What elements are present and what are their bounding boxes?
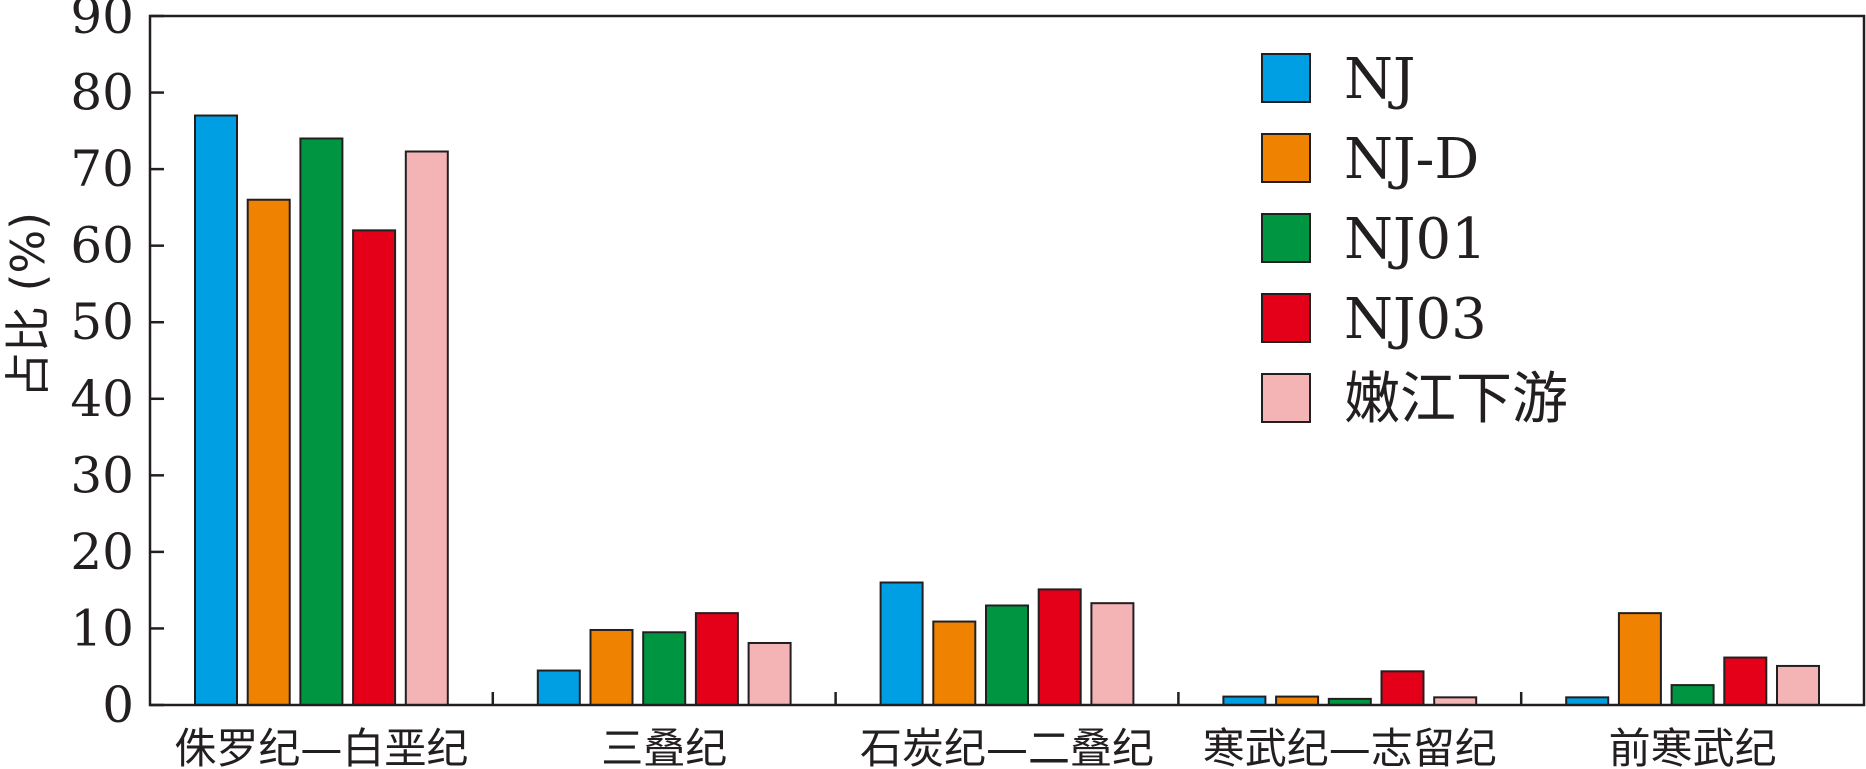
bar-NJ: [536, 669, 581, 706]
bar-嫩江下游: [747, 641, 792, 706]
y-tick-label: 40: [70, 370, 134, 428]
legend-swatch: [1261, 373, 1311, 423]
bar-NJ01: [299, 137, 344, 706]
legend-swatch: [1261, 293, 1311, 343]
bar-嫩江下游: [1090, 602, 1135, 706]
bar-NJ01: [642, 631, 687, 706]
legend-label: 嫩江下游: [1344, 367, 1568, 432]
bar-NJ03: [694, 612, 739, 707]
bar-NJ03: [352, 229, 397, 706]
y-tick-label: 20: [70, 523, 134, 581]
plot-frame: [148, 14, 1866, 707]
category-label: 石炭纪—二叠纪: [860, 724, 1154, 769]
legend-label: NJ03: [1344, 287, 1487, 352]
category-labels: 侏罗纪—白垩纪 三叠纪 石炭纪—二叠纪 寒武纪—志留纪 前寒武纪: [174, 724, 1776, 769]
y-tick-label: 50: [70, 293, 134, 351]
bar-NJ03: [1380, 670, 1425, 706]
legend: NJ NJ-D NJ01 NJ03 嫩江下游: [1261, 47, 1568, 432]
y-axis-title: 占比 (%): [1, 212, 55, 398]
bar-NJ-D: [589, 628, 634, 707]
category-label: 寒武纪—志留纪: [1203, 724, 1497, 769]
bar-NJ01: [1670, 684, 1715, 707]
category-label: 三叠纪: [601, 724, 727, 769]
category-label: 前寒武纪: [1609, 724, 1777, 769]
bar-NJ: [879, 581, 924, 706]
bar-NJ: [1222, 695, 1267, 707]
y-tick-label: 0: [102, 676, 134, 734]
bar-NJ-D: [246, 198, 291, 706]
y-tick-label: 90: [70, 0, 134, 45]
y-tick-label: 80: [70, 64, 134, 122]
bar-嫩江下游: [1776, 664, 1820, 706]
bar-NJ-D: [1617, 612, 1662, 707]
legend-swatch: [1261, 53, 1311, 103]
legend-swatch: [1261, 213, 1311, 263]
legend-label: NJ-D: [1344, 127, 1479, 192]
y-tick-label: 60: [70, 217, 134, 275]
y-axis-title-group: 占比 (%): [1, 212, 55, 398]
bar-NJ03: [1037, 588, 1082, 707]
y-tick-label: 10: [70, 599, 134, 657]
bars: [194, 114, 1820, 707]
bar-嫩江下游: [404, 150, 449, 706]
y-tick-label: 30: [70, 446, 134, 504]
y-tick-label: 70: [70, 140, 134, 198]
legend-swatch: [1261, 133, 1311, 183]
bar-NJ03: [1723, 656, 1768, 707]
axes: [148, 14, 1866, 707]
bar-NJ01: [985, 604, 1029, 707]
legend-label: NJ: [1344, 47, 1415, 112]
bar-NJ-D: [1275, 695, 1320, 707]
y-axis-ticks: 0 10 20 30 40 50 60 70 80 90: [70, 0, 164, 734]
legend-label: NJ01: [1344, 207, 1487, 272]
category-label: 侏罗纪—白垩纪: [174, 724, 468, 769]
bar-NJ: [194, 114, 238, 707]
bar-NJ-D: [932, 620, 977, 706]
